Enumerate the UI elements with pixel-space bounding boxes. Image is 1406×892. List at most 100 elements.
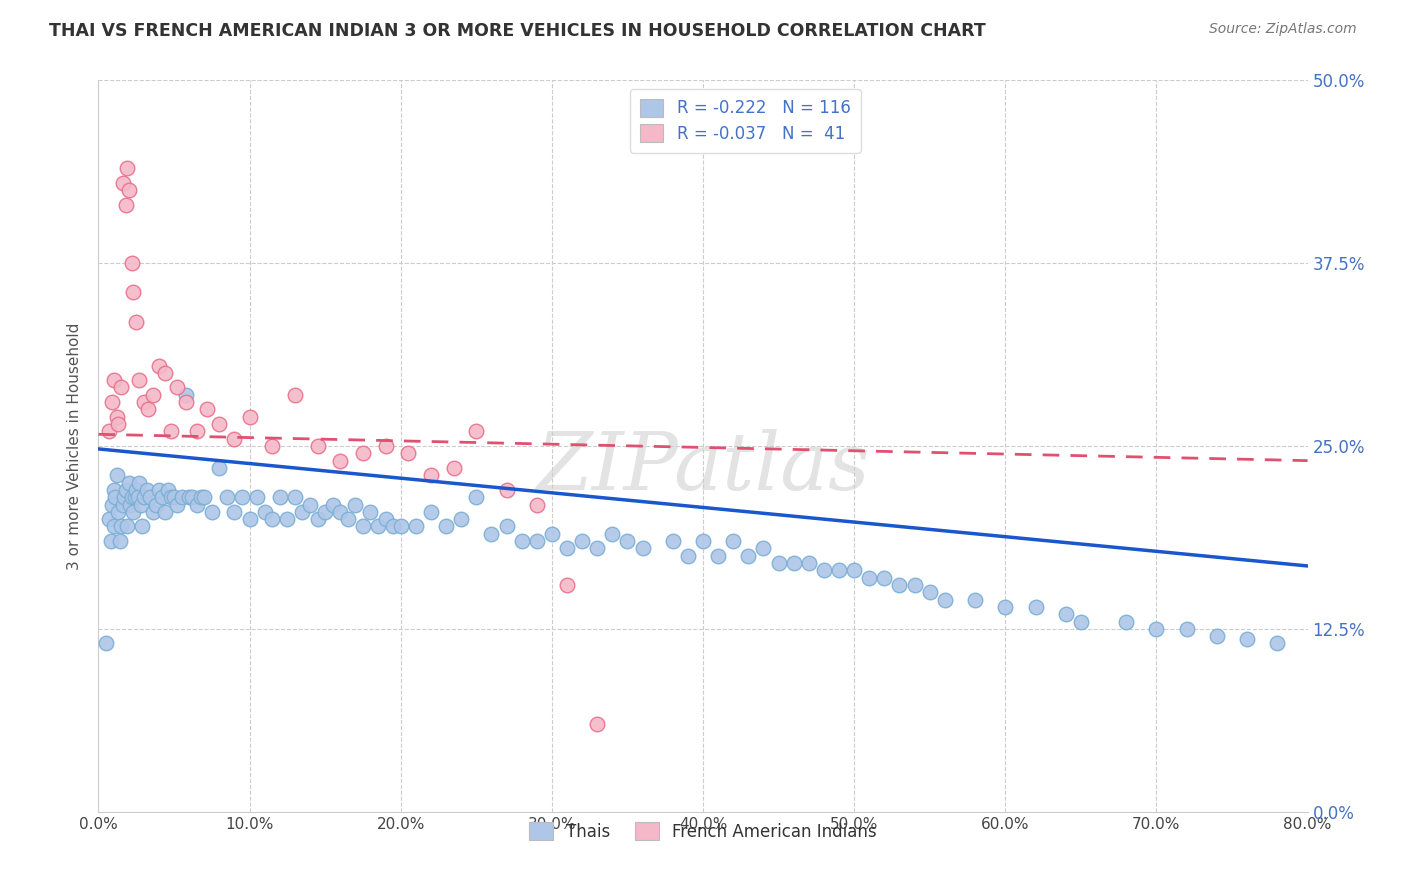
Point xyxy=(276,512,298,526)
Point xyxy=(405,519,427,533)
Point xyxy=(94,636,117,650)
Point xyxy=(994,599,1017,614)
Point xyxy=(586,717,609,731)
Point xyxy=(201,505,224,519)
Point xyxy=(121,256,143,270)
Point xyxy=(844,563,866,577)
Point xyxy=(307,512,329,526)
Point xyxy=(329,505,352,519)
Point xyxy=(179,490,201,504)
Point xyxy=(450,512,472,526)
Point xyxy=(555,578,578,592)
Point xyxy=(889,578,911,592)
Point xyxy=(103,483,125,497)
Point xyxy=(120,498,142,512)
Point xyxy=(105,468,128,483)
Point xyxy=(148,359,170,373)
Point xyxy=(118,183,141,197)
Point xyxy=(107,505,129,519)
Point xyxy=(107,417,129,431)
Point xyxy=(139,490,162,504)
Point xyxy=(104,490,127,504)
Point xyxy=(128,475,150,490)
Point xyxy=(111,498,134,512)
Point xyxy=(768,556,790,570)
Point xyxy=(329,453,352,467)
Point xyxy=(526,498,548,512)
Point xyxy=(115,519,138,533)
Point xyxy=(114,483,136,497)
Point xyxy=(291,505,314,519)
Point xyxy=(1144,622,1167,636)
Point xyxy=(344,498,367,512)
Point xyxy=(110,519,132,533)
Point xyxy=(98,512,121,526)
Point xyxy=(224,432,246,446)
Point xyxy=(186,498,208,512)
Point xyxy=(100,534,122,549)
Point xyxy=(262,439,284,453)
Point xyxy=(239,409,262,424)
Point xyxy=(299,498,322,512)
Point xyxy=(112,490,135,504)
Point xyxy=(707,549,730,563)
Point xyxy=(934,592,956,607)
Point xyxy=(616,534,638,549)
Point xyxy=(118,475,141,490)
Point xyxy=(367,519,389,533)
Point xyxy=(602,526,624,541)
Point xyxy=(98,425,121,439)
Point xyxy=(965,592,987,607)
Point xyxy=(307,439,329,453)
Point xyxy=(396,446,419,460)
Point xyxy=(828,563,851,577)
Point xyxy=(389,519,412,533)
Point xyxy=(1206,629,1229,643)
Point xyxy=(115,161,138,175)
Point xyxy=(1054,607,1077,622)
Point xyxy=(631,541,654,556)
Point xyxy=(174,395,197,409)
Point xyxy=(495,519,517,533)
Point xyxy=(124,490,146,504)
Point xyxy=(737,549,759,563)
Point xyxy=(114,197,136,211)
Point xyxy=(160,490,183,504)
Point xyxy=(103,519,125,533)
Point xyxy=(443,461,465,475)
Point xyxy=(224,505,246,519)
Point xyxy=(752,541,775,556)
Point xyxy=(571,534,593,549)
Point xyxy=(420,505,443,519)
Point xyxy=(170,490,193,504)
Point xyxy=(156,483,179,497)
Point xyxy=(153,366,176,380)
Text: Source: ZipAtlas.com: Source: ZipAtlas.com xyxy=(1209,22,1357,37)
Point xyxy=(142,388,165,402)
Y-axis label: 3 or more Vehicles in Household: 3 or more Vehicles in Household xyxy=(67,322,83,570)
Point xyxy=(1024,599,1046,614)
Point xyxy=(284,388,307,402)
Legend: Thais, French American Indians: Thais, French American Indians xyxy=(523,815,883,847)
Point xyxy=(208,461,231,475)
Point xyxy=(111,176,134,190)
Point xyxy=(128,373,150,387)
Point xyxy=(122,505,145,519)
Point xyxy=(145,498,167,512)
Point xyxy=(215,490,238,504)
Point xyxy=(246,490,269,504)
Point xyxy=(676,549,699,563)
Point xyxy=(190,490,212,504)
Point xyxy=(918,585,941,599)
Point xyxy=(166,380,188,394)
Point xyxy=(692,534,714,549)
Point xyxy=(269,490,291,504)
Point xyxy=(125,483,148,497)
Point xyxy=(374,439,396,453)
Point xyxy=(142,505,165,519)
Point xyxy=(174,388,197,402)
Point xyxy=(166,498,188,512)
Point xyxy=(526,534,548,549)
Point xyxy=(360,505,382,519)
Point xyxy=(125,315,148,329)
